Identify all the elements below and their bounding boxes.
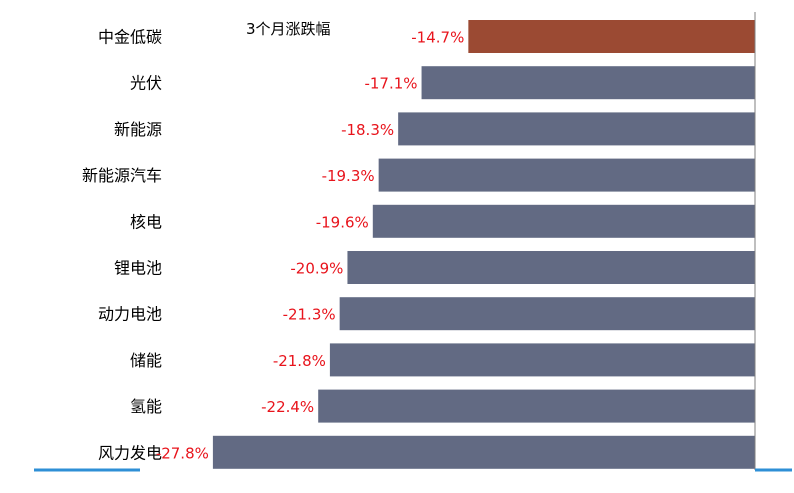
category-label-9: 风力发电 bbox=[98, 443, 162, 462]
bar-8 bbox=[318, 389, 755, 423]
bar-4 bbox=[372, 204, 755, 238]
bars-group bbox=[212, 20, 755, 469]
category-label-2: 新能源 bbox=[114, 120, 162, 139]
bar-0 bbox=[468, 20, 755, 53]
value-label-9: -27.8% bbox=[156, 444, 209, 462]
category-label-0: 中金低碳 bbox=[98, 28, 162, 47]
category-label-7: 储能 bbox=[130, 351, 162, 370]
category-label-4: 核电 bbox=[130, 212, 162, 231]
bar-5 bbox=[347, 251, 755, 284]
value-label-4: -19.6% bbox=[316, 213, 369, 231]
value-label-2: -18.3% bbox=[341, 121, 394, 139]
bar-6 bbox=[339, 297, 755, 331]
value-label-3: -19.3% bbox=[322, 167, 375, 185]
value-label-6: -21.3% bbox=[283, 306, 336, 324]
value-label-0: -14.7% bbox=[411, 29, 464, 47]
category-label-6: 动力电池 bbox=[98, 305, 162, 324]
bar-1 bbox=[421, 66, 755, 100]
value-labels: -14.7% -17.1% -18.3% -19.3% -19.6% -20.9% -21.… bbox=[156, 29, 465, 463]
value-label-1: -17.1% bbox=[364, 75, 417, 93]
category-label-3: 新能源汽车 bbox=[82, 166, 162, 185]
bar-3 bbox=[378, 158, 755, 192]
chart-title: 3个月涨跌幅 bbox=[246, 20, 331, 38]
value-label-8: -22.4% bbox=[261, 398, 314, 416]
bar-2 bbox=[398, 112, 755, 146]
category-label-1: 光伏 bbox=[130, 74, 162, 93]
bar-9 bbox=[212, 435, 755, 469]
bar-7 bbox=[329, 343, 755, 377]
category-label-8: 氢能 bbox=[130, 397, 162, 416]
value-label-7: -21.8% bbox=[273, 352, 326, 370]
value-label-5: -20.9% bbox=[290, 260, 343, 278]
category-label-5: 锂电池 bbox=[114, 259, 162, 278]
